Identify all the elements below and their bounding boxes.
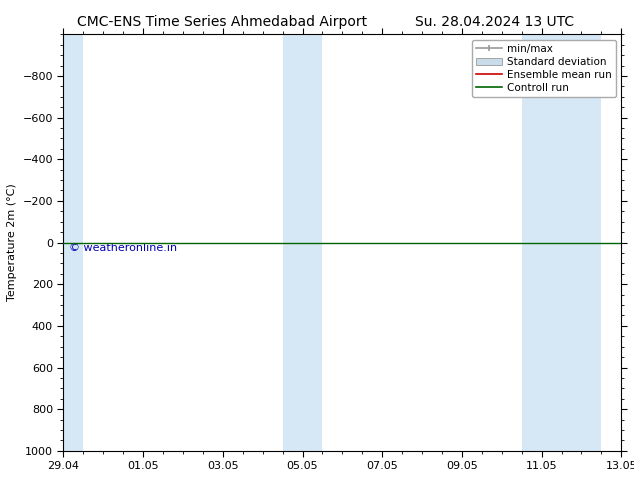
Text: Su. 28.04.2024 13 UTC: Su. 28.04.2024 13 UTC bbox=[415, 15, 574, 29]
Bar bbox=[522, 34, 602, 451]
Y-axis label: Temperature 2m (°C): Temperature 2m (°C) bbox=[7, 184, 17, 301]
Bar bbox=[283, 34, 323, 451]
Legend: min/max, Standard deviation, Ensemble mean run, Controll run: min/max, Standard deviation, Ensemble me… bbox=[472, 40, 616, 97]
Text: © weatheronline.in: © weatheronline.in bbox=[69, 243, 177, 252]
Bar bbox=[63, 34, 83, 451]
Text: CMC-ENS Time Series Ahmedabad Airport: CMC-ENS Time Series Ahmedabad Airport bbox=[77, 15, 367, 29]
